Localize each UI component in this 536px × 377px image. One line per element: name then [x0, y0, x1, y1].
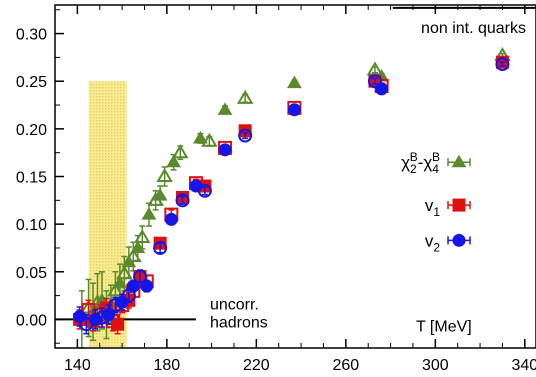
data-point-triangle	[125, 248, 142, 263]
y-tick-label-0.25: 0.25	[16, 74, 47, 91]
legend-label-part: χ	[401, 153, 410, 172]
data-point-triangle	[116, 265, 133, 280]
data-point-circle	[495, 57, 510, 72]
data-point-circle	[102, 308, 116, 322]
x-axis-label: T [MeV]	[416, 318, 472, 335]
series-1	[73, 55, 509, 335]
x-tick-label-300: 300	[422, 357, 449, 374]
data-point-circle	[218, 143, 232, 157]
data-point-circle	[287, 103, 301, 117]
data-point-circle	[153, 240, 168, 255]
data-point-triangle	[112, 275, 128, 289]
data-point-triangle	[287, 75, 302, 89]
data-point-circle	[73, 310, 87, 324]
data-point-triangle	[107, 282, 124, 297]
legend-marker-1	[452, 198, 466, 212]
legend-label-part: -χ	[418, 153, 433, 172]
non-interacting-quarks-label: non int. quarks	[421, 20, 526, 37]
legend-label-part: B	[432, 150, 440, 164]
legend-label-1: v1	[425, 196, 441, 219]
legend-label-part: v	[425, 196, 434, 215]
legend-label-part: 2	[433, 240, 440, 254]
data-point-circle	[126, 279, 140, 293]
data-point-triangle	[236, 89, 254, 104]
data-point-triangle	[134, 229, 151, 244]
data-point-triangle	[172, 144, 189, 159]
legend-label-2: v2	[425, 231, 441, 254]
data-point-circle	[140, 279, 154, 293]
x-tick-label-220: 220	[243, 357, 270, 374]
data-point-circle	[175, 193, 190, 208]
data-point-circle	[133, 269, 148, 284]
data-point-triangle	[193, 130, 208, 144]
legend-label-part: 2	[410, 162, 417, 176]
x-tick-label-340: 340	[511, 357, 536, 374]
y-tick-label-0.05: 0.05	[16, 265, 47, 282]
data-point-triangle	[217, 102, 233, 115]
series-0	[74, 47, 511, 349]
data-point-circle	[164, 212, 178, 226]
legend-label-part: 4	[432, 162, 439, 176]
y-tick-label-0.00: 0.00	[16, 312, 47, 329]
data-point-triangle	[152, 188, 168, 201]
y-tick-label-0.20: 0.20	[16, 122, 47, 139]
data-point-circle	[238, 128, 253, 143]
legend-marker-2	[452, 233, 466, 247]
data-point-circle	[367, 74, 382, 89]
x-tick-label-180: 180	[154, 357, 181, 374]
x-tick-label-140: 140	[64, 357, 91, 374]
series-layer	[73, 47, 511, 349]
data-point-triangle	[141, 207, 157, 220]
data-point-circle	[375, 82, 389, 96]
y-tick-label-0.15: 0.15	[16, 170, 47, 187]
uncorrelated-hadrons-label-line2: hadrons	[210, 314, 268, 331]
data-point-circle	[197, 183, 212, 198]
series-2	[73, 57, 510, 335]
y-tick-label-0.10: 0.10	[16, 217, 47, 234]
uncorrelated-hadrons-label-line1: uncorr.	[210, 296, 259, 313]
legend-label-part: B	[410, 150, 418, 164]
data-point-triangle	[201, 132, 218, 147]
y-tick-label-0.30: 0.30	[16, 27, 47, 44]
axis-layer: 140 180 220 260 300 340 0.00 0.05 0.10 0.15 0.20 0.…	[16, 5, 536, 374]
legend-marker-0	[451, 154, 467, 168]
data-point-triangle	[130, 240, 146, 254]
data-point-triangle	[166, 154, 181, 168]
legend-label-part: v	[425, 231, 434, 250]
data-point-triangle	[156, 168, 173, 183]
legend-label-part: 1	[433, 205, 440, 219]
legend-label-0: χ2B-χ4B	[401, 150, 440, 176]
data-point-square	[111, 317, 125, 331]
x-tick-label-260: 260	[332, 357, 359, 374]
